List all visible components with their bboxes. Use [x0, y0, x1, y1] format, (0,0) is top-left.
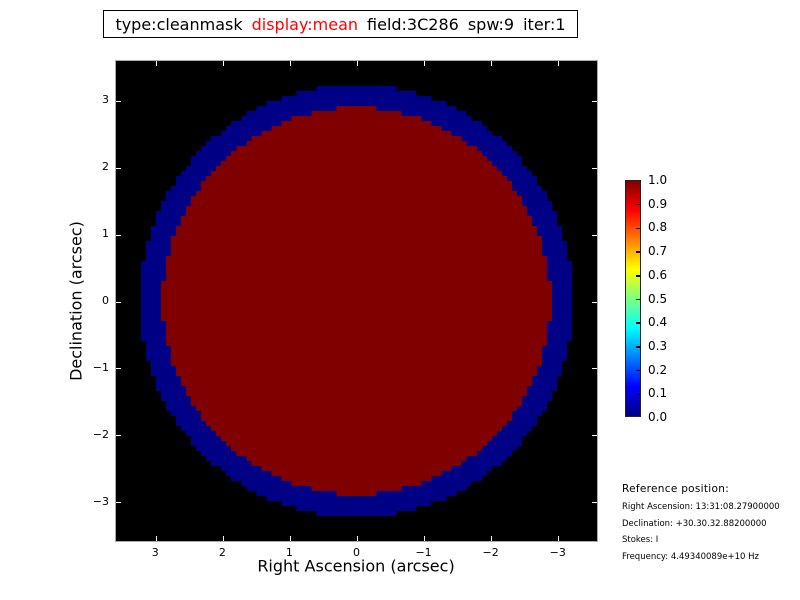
image-plot-area: [115, 60, 598, 542]
y-tickmark: [592, 167, 597, 169]
colorbar-tickmark: [636, 346, 640, 348]
x-tick-label: 0: [353, 546, 360, 559]
colorbar-tick-label: 1.0: [648, 173, 668, 187]
colorbar-tick-label: 0.1: [648, 386, 668, 401]
y-tick-label: 0: [102, 294, 109, 307]
x-tickmark: [491, 61, 493, 66]
reference-position-block: Reference position: Right Ascension: 13:…: [622, 483, 780, 568]
x-tickmark: [289, 536, 291, 541]
y-tickmark: [116, 100, 121, 102]
x-tickmark: [424, 536, 426, 541]
y-tickmark: [592, 502, 597, 504]
x-tickmark: [289, 61, 291, 66]
x-tickmark: [222, 536, 224, 541]
y-tickmark: [592, 234, 597, 236]
y-tickmark: [592, 435, 597, 437]
y-tickmark: [592, 368, 597, 370]
y-tickmark: [116, 301, 121, 303]
reference-line: Declination: +30.30.32.88200000: [622, 518, 767, 529]
colorbar-tick-label: 0.4: [648, 315, 668, 330]
colorbar-tickmark: [636, 251, 640, 253]
colorbar-tick-label: 0.5: [648, 291, 668, 306]
y-tickmark: [116, 234, 121, 236]
reference-line: Right Ascension: 13:31:08.27900000: [622, 502, 780, 512]
title-segment: type:cleanmask: [115, 14, 243, 34]
colorbar: [625, 180, 641, 417]
y-tick-label: −1: [92, 360, 109, 374]
title-segment: iter:1: [523, 14, 566, 34]
title-segment: display:mean: [251, 14, 359, 34]
x-tick-label: −2: [482, 546, 499, 559]
reference-heading: Reference position:: [622, 483, 730, 495]
colorbar-tickmark: [636, 322, 640, 324]
y-tickmark: [116, 368, 121, 370]
x-tick-label: −3: [549, 546, 566, 559]
colorbar-tickmark: [636, 369, 640, 372]
colorbar-tickmark: [636, 298, 640, 301]
x-tickmark: [357, 536, 358, 541]
x-axis-label: Right Ascension (arcsec): [257, 556, 455, 576]
y-tickmark: [592, 301, 597, 303]
colorbar-tickmark: [636, 275, 640, 277]
y-tickmark: [592, 100, 597, 102]
reference-line: Frequency: 4.49340089e+10 Hz: [622, 551, 759, 562]
colorbar-tick-label: 0.2: [648, 362, 668, 377]
y-tick-label: −2: [92, 427, 109, 441]
colorbar-tick-label: 0.3: [648, 338, 668, 353]
x-tickmark: [424, 61, 426, 66]
colorbar-tick-label: 0.9: [648, 196, 668, 211]
colorbar-tickmark: [636, 227, 640, 230]
x-tick-label: 1: [285, 546, 293, 559]
colorbar-tickmark: [636, 393, 640, 396]
y-tick-label: 2: [102, 160, 109, 174]
x-tickmark: [222, 61, 224, 66]
x-tickmark: [155, 61, 157, 66]
colorbar-tickmark: [636, 203, 640, 206]
x-tick-label: −1: [415, 546, 432, 559]
plot-title-box: type:cleanmask display:mean field:3C286 spw…: [103, 10, 578, 38]
x-tickmark: [357, 61, 358, 66]
x-tick-label: 2: [218, 546, 226, 559]
colorbar-tick-label: 0.8: [648, 220, 668, 235]
colorbar-tick-label: 0.0: [648, 410, 668, 424]
reference-line: Stokes: I: [622, 535, 659, 545]
mask-image: [116, 61, 597, 541]
x-tick-label: 3: [151, 546, 159, 559]
x-tickmark: [558, 61, 560, 66]
colorbar-tick-label: 0.7: [648, 244, 668, 259]
y-tickmark: [116, 435, 121, 437]
y-tickmark: [116, 502, 121, 504]
title-segment: field:3C286: [367, 14, 459, 34]
title-segment: spw:9: [467, 14, 515, 34]
y-tick-label: 1: [102, 227, 109, 241]
x-tickmark: [558, 536, 560, 541]
y-tick-label: −3: [92, 494, 109, 508]
x-tickmark: [491, 536, 493, 541]
y-tick-label: 3: [102, 93, 109, 107]
x-tickmark: [155, 536, 157, 541]
y-tickmark: [116, 167, 121, 169]
colorbar-tick-label: 0.6: [648, 267, 668, 282]
